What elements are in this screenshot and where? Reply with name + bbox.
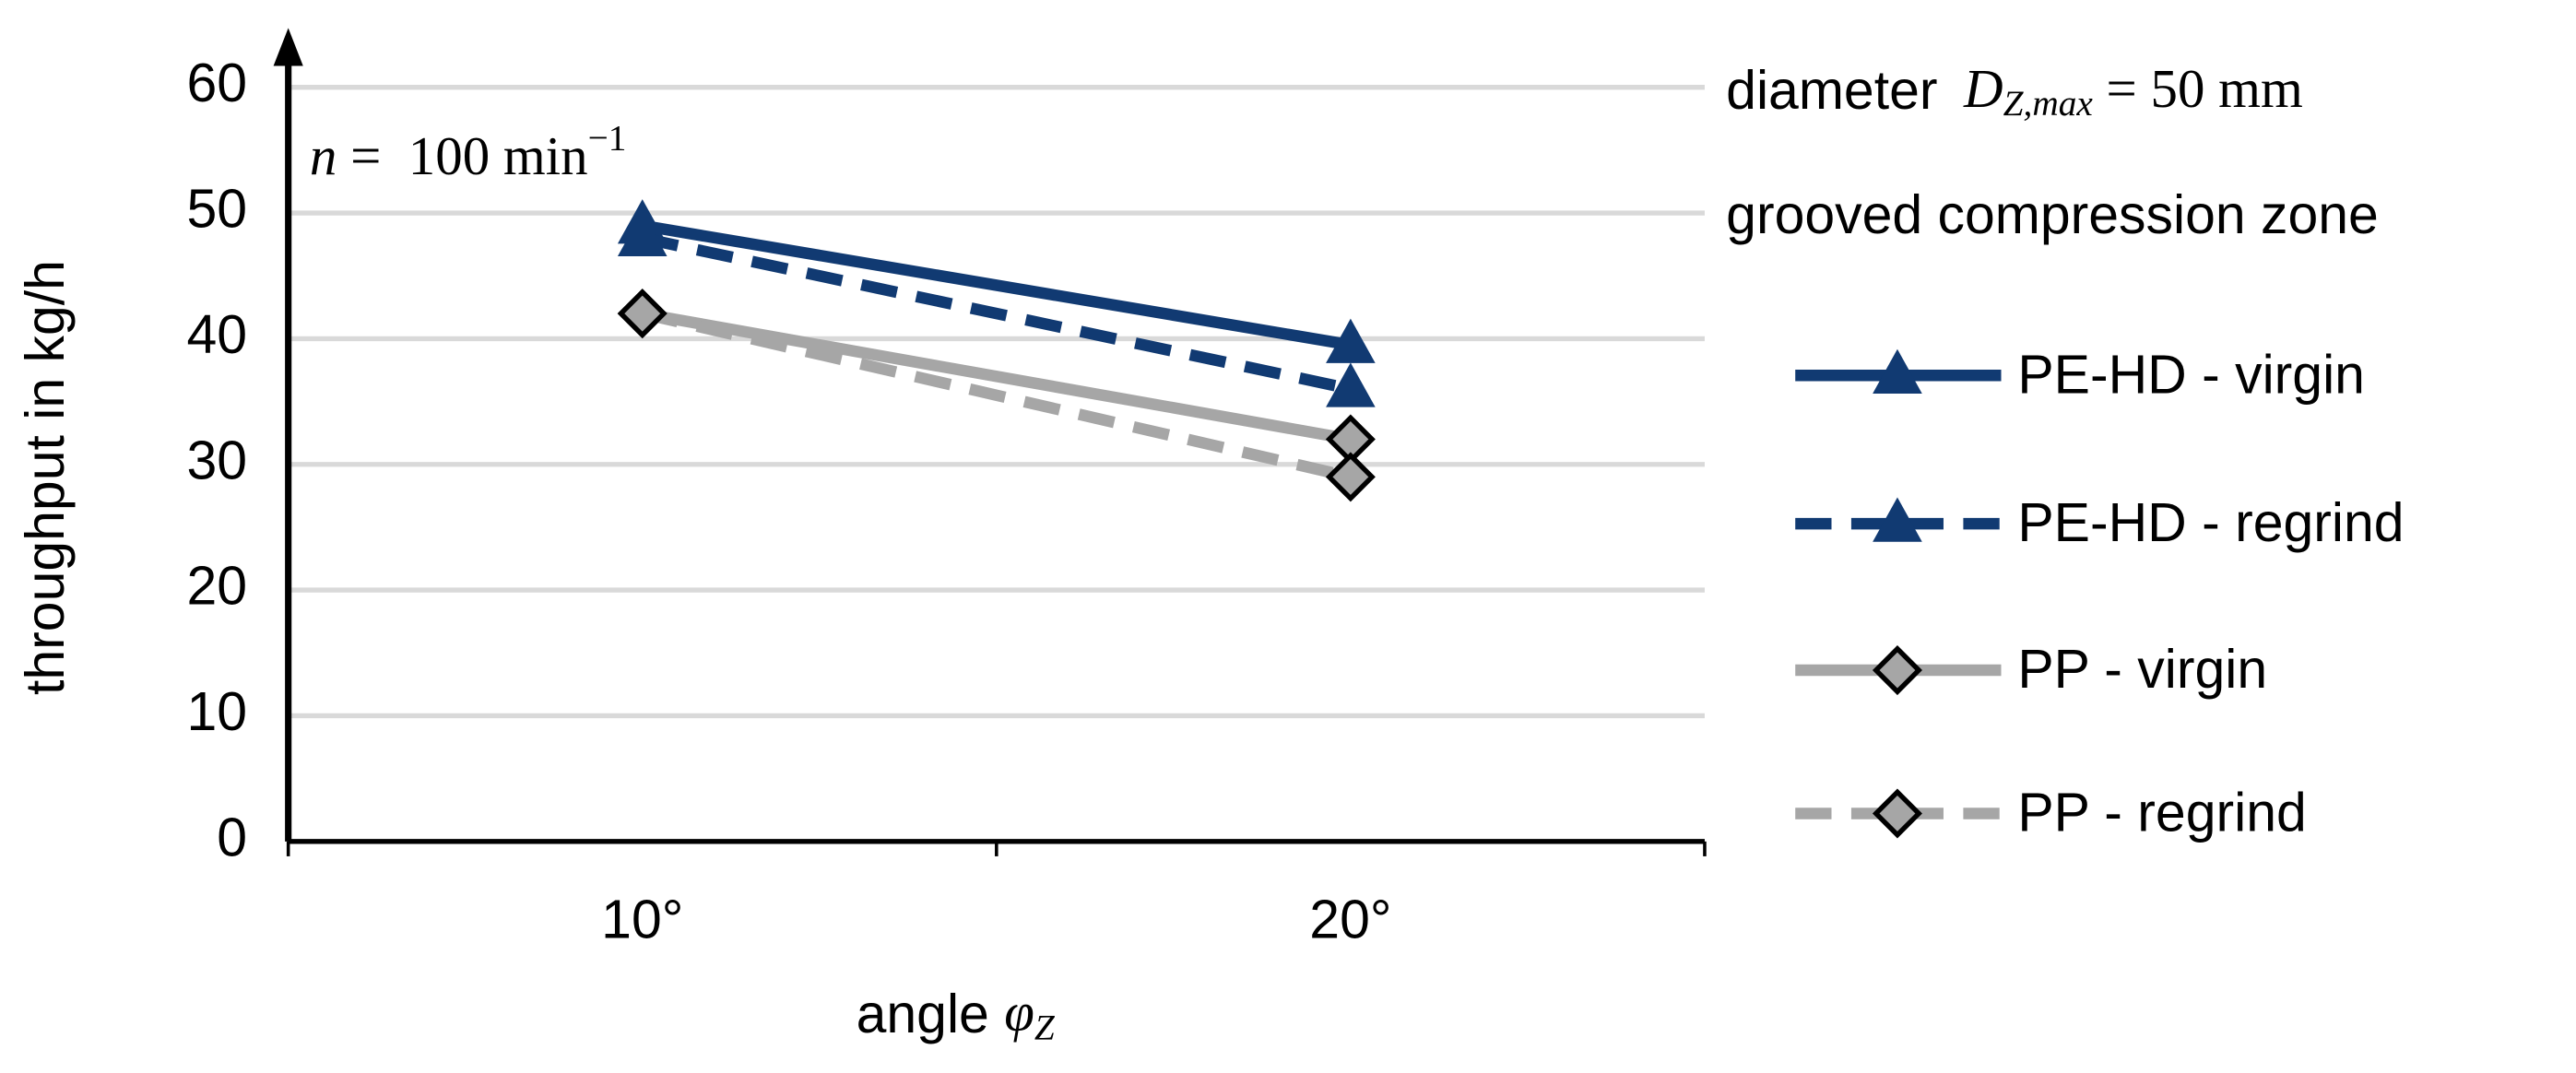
legend-label: PE-HD - regrind <box>2017 493 2404 553</box>
marker <box>1326 318 1376 363</box>
y-tick-label: 50 <box>186 180 247 240</box>
annotation: n = 100 min−1 <box>310 118 627 186</box>
marker <box>1325 452 1376 502</box>
annotation-superscript: −1 <box>588 118 627 159</box>
marker <box>617 211 668 256</box>
marker <box>1872 788 1922 839</box>
y-tick-label: 10 <box>186 682 247 742</box>
legend-label: PP - regrind <box>2017 784 2306 843</box>
y-tick-label: 30 <box>186 430 247 490</box>
y-tick-label: 0 <box>217 808 247 867</box>
series-line <box>641 307 1352 445</box>
info-symbol: D <box>1963 57 2003 118</box>
x-axis-label: angle φZ <box>857 982 1056 1048</box>
info-text: diameter <box>1726 60 1937 120</box>
y-tick-label: 20 <box>186 557 247 617</box>
info-rest: = 50 mm <box>2093 57 2303 118</box>
x-tick-label: 10° <box>601 890 683 950</box>
series-line <box>641 308 1353 483</box>
legend-label: PP - virgin <box>2017 640 2267 700</box>
info-subscript: Z,max <box>2003 83 2094 124</box>
series-line <box>641 219 1352 351</box>
info-line: diameter DZ,max = 50 mm <box>1726 57 2303 124</box>
y-axis-label: throughput in kg/h <box>16 260 76 695</box>
x-label-symbol: φ <box>1004 982 1034 1043</box>
marker <box>1872 645 1922 696</box>
x-label-text: angle <box>857 985 1005 1044</box>
annotation-symbol: n <box>310 125 337 186</box>
legend-label: PE-HD - virgin <box>2017 345 2365 405</box>
marker <box>1873 497 1922 542</box>
y-axis-arrow <box>273 28 303 66</box>
y-tick-label: 40 <box>186 305 247 365</box>
marker <box>1873 348 1922 394</box>
annotation-text: = 100 min <box>337 125 587 186</box>
series-line <box>641 232 1353 395</box>
info-line: grooved compression zone <box>1726 185 2379 245</box>
marker <box>1326 362 1376 407</box>
y-tick-label: 60 <box>186 53 247 113</box>
x-label-subscript: Z <box>1034 1007 1056 1047</box>
x-tick-label: 20° <box>1309 890 1391 950</box>
marker <box>617 289 668 339</box>
